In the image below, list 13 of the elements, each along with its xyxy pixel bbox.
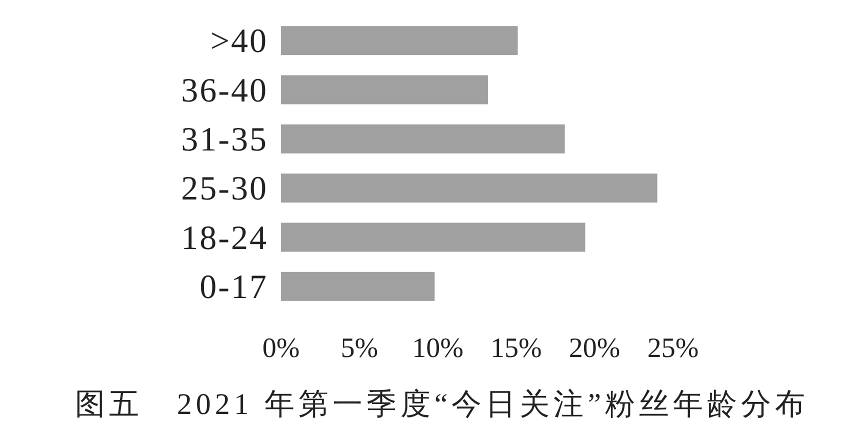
y-tick-label: 25-30 [181, 170, 268, 208]
title: 图五 2021 年第一季度“今日关注”粉丝年龄分布 [74, 388, 810, 421]
x-tick-label: 15% [490, 333, 542, 364]
y-tick-label: 31-35 [181, 121, 268, 158]
y-tick-label: >40 [210, 23, 268, 60]
y-tick-label: 36-40 [181, 72, 268, 110]
x-tick-label: 10% [412, 333, 464, 364]
x-tick-label: 20% [568, 333, 620, 364]
y-tick-label: 0-17 [200, 268, 268, 306]
x-tick-label: 5% [340, 333, 378, 364]
x-tick-label: 0% [262, 333, 300, 364]
x-tick-label: 25% [647, 333, 699, 364]
y-tick-label: 18-24 [181, 220, 268, 257]
